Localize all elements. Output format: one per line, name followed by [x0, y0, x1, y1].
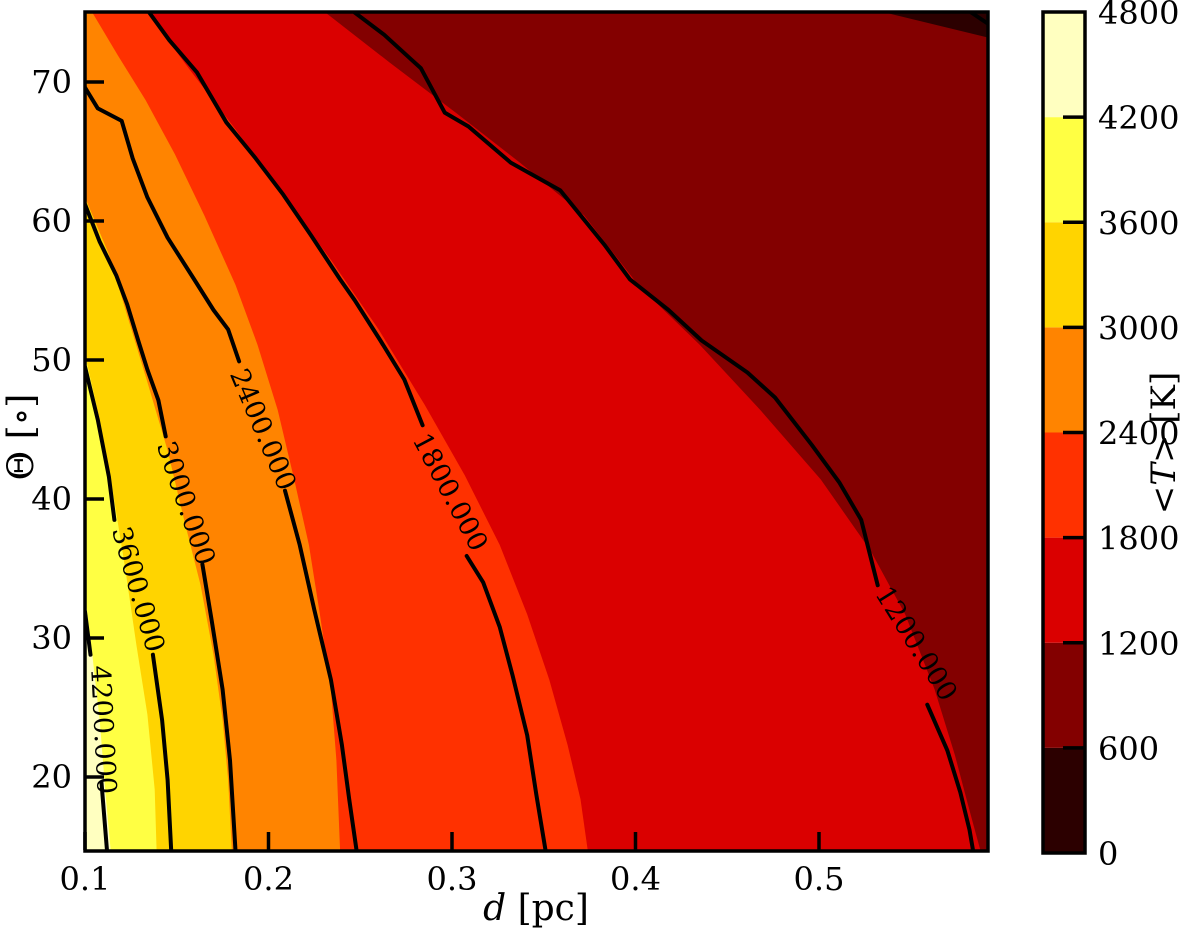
contour-line-2400-seg2	[283, 488, 359, 851]
colorbar-tick-label-4200: 4200	[1098, 99, 1179, 137]
colorbar-tick-label-600: 600	[1098, 730, 1159, 768]
colorbar-band-1800-2400	[1043, 432, 1085, 538]
y-tick-label-60: 60	[31, 202, 72, 240]
contour-line-1200-seg1	[352, 12, 880, 588]
colorbar-tick-label-0: 0	[1098, 835, 1118, 873]
plot-border	[83, 10, 990, 853]
colorbar-label: <T> [K]	[1144, 372, 1184, 514]
colorbar-tick-label-3000: 3000	[1098, 309, 1179, 347]
y-tick-label-20: 20	[31, 758, 72, 796]
colorbar-band-2400-3000	[1043, 327, 1085, 433]
colorbar-band-600-1200	[1043, 642, 1085, 748]
x-tick-label-0.1: 0.1	[60, 860, 111, 898]
colorbar: 0 600 1200 1800 2400 3000 3600 4200 4800	[1041, 0, 1179, 873]
x-tick-label-0.5: 0.5	[794, 860, 845, 898]
colorbar-band-0-600	[1043, 747, 1085, 853]
contour-line-3000-seg2	[200, 562, 238, 851]
y-axis-label: Θ [∘]	[1, 394, 42, 481]
colorbar-band-4200-4800	[1043, 12, 1085, 118]
x-axis-label: d [pc]	[483, 888, 589, 929]
contour-line-1800-seg1	[147, 12, 425, 428]
contour-line-3000-seg1	[85, 202, 168, 439]
contour-line-2400-seg1	[85, 85, 242, 364]
colorbar-tick-label-1200: 1200	[1098, 625, 1179, 663]
colorbar-border	[1041, 10, 1087, 855]
colorbar-tick-label-1800: 1800	[1098, 520, 1179, 558]
contour-line-1800-seg2	[464, 554, 548, 851]
contour-line-4200-seg2	[99, 780, 109, 851]
plot-area	[85, 12, 988, 851]
contour-line-1200-seg2	[925, 702, 976, 851]
contour-band-0-600	[885, 12, 988, 38]
y-tick-label-50: 50	[31, 341, 72, 379]
colorbar-band-1200-1800	[1043, 537, 1085, 643]
contour-line-3600-seg2	[150, 652, 174, 851]
contour-band-600-1200	[85, 12, 988, 851]
y-tick-label-70: 70	[31, 63, 72, 101]
colorbar-tick-label-3600: 3600	[1098, 204, 1179, 242]
x-tick-label-0.4: 0.4	[610, 860, 661, 898]
contour-line-600-seg1	[969, 12, 988, 26]
colorbar-tick-label-2400: 2400	[1098, 415, 1179, 453]
colorbar-band-3000-3600	[1043, 222, 1085, 328]
colorbar-band-3600-4200	[1043, 117, 1085, 223]
y-tick-label-40: 40	[31, 480, 72, 518]
y-tick-label-30: 30	[31, 619, 72, 657]
x-tick-label-0.3: 0.3	[427, 860, 478, 898]
colorbar-tick-label-4800: 4800	[1098, 0, 1179, 32]
contour-line-3600-seg1	[85, 364, 117, 522]
x-tick-label-0.2: 0.2	[243, 860, 294, 898]
contour-label-4200: 4200.000	[84, 665, 122, 795]
